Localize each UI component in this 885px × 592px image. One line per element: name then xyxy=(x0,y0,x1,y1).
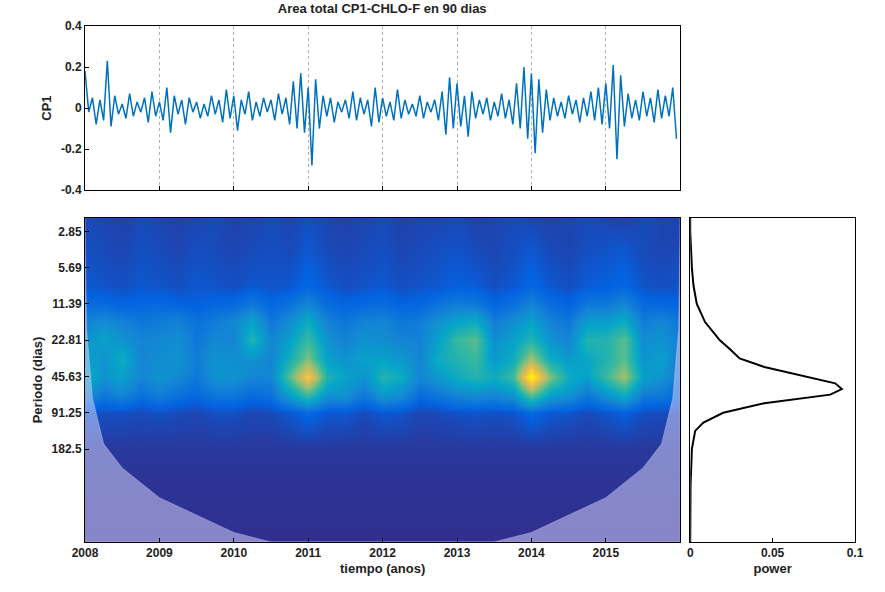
svg-text:-0.4: -0.4 xyxy=(61,183,82,197)
svg-text:0.05: 0.05 xyxy=(761,546,785,560)
svg-text:tiempo (anos): tiempo (anos) xyxy=(340,561,425,576)
svg-text:2014: 2014 xyxy=(518,546,545,560)
svg-text:2013: 2013 xyxy=(444,546,471,560)
svg-text:power: power xyxy=(753,561,791,576)
svg-text:2.85: 2.85 xyxy=(58,225,82,239)
svg-text:45.63: 45.63 xyxy=(52,370,82,384)
svg-text:0: 0 xyxy=(75,101,82,115)
svg-text:11.39: 11.39 xyxy=(52,297,82,311)
svg-text:5.69: 5.69 xyxy=(58,261,82,275)
svg-text:2008: 2008 xyxy=(72,546,99,560)
svg-text:182.5: 182.5 xyxy=(52,442,82,456)
svg-text:2012: 2012 xyxy=(369,546,396,560)
svg-text:0.4: 0.4 xyxy=(65,19,82,33)
svg-text:0: 0 xyxy=(687,546,694,560)
svg-text:91.25: 91.25 xyxy=(52,406,82,420)
svg-text:2015: 2015 xyxy=(592,546,619,560)
svg-text:Periodo (dias): Periodo (dias) xyxy=(30,337,45,424)
svg-text:2010: 2010 xyxy=(220,546,247,560)
svg-text:-0.2: -0.2 xyxy=(61,142,82,156)
svg-text:2009: 2009 xyxy=(146,546,173,560)
svg-text:0.1: 0.1 xyxy=(847,546,864,560)
svg-text:CP1: CP1 xyxy=(39,95,54,120)
svg-text:Area total CP1-CHLO-F en 90 di: Area total CP1-CHLO-F en 90 dias xyxy=(278,1,487,16)
svg-text:22.81: 22.81 xyxy=(52,333,82,347)
svg-text:0.2: 0.2 xyxy=(65,60,82,74)
svg-text:2011: 2011 xyxy=(295,546,321,560)
